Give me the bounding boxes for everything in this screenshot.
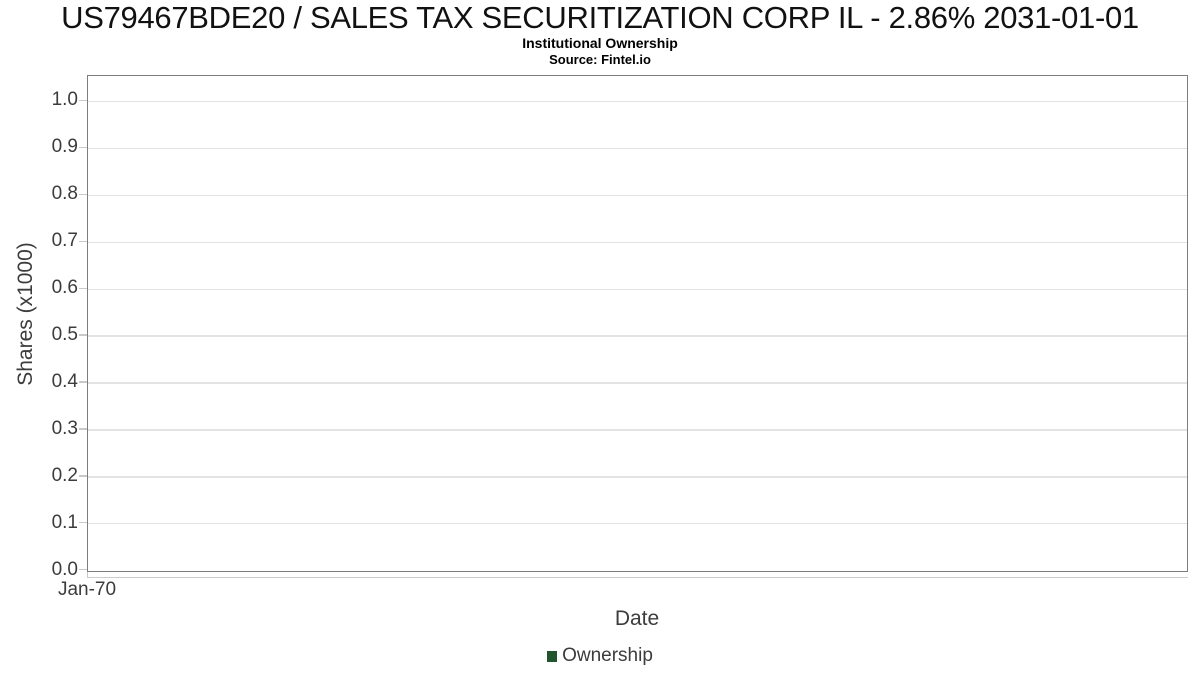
gridline-y-0.7 [88,241,1187,243]
chart-subtitle: Institutional Ownership [522,35,678,51]
y-tick-label-0.6: 0.6 [51,277,78,299]
x-axis-line [87,577,1188,579]
legend-item-ownership[interactable]: Ownership [547,645,653,667]
y-tick-label-0.7: 0.7 [51,230,78,252]
y-tick-mark-1.0 [79,99,87,102]
legend-label: Ownership [562,645,653,666]
gridline-y-0.4 [88,382,1187,384]
y-tick-mark-0.5 [79,334,87,336]
y-tick-mark-0.0 [79,569,87,571]
gridline-y-0.8 [88,194,1187,197]
y-tick-label-0.1: 0.1 [51,511,78,533]
gridline-y-0.5 [88,335,1187,337]
y-tick-mark-0.2 [79,475,87,477]
y-tick-label-0.9: 0.9 [51,136,78,158]
y-tick-mark-0.7 [79,240,87,242]
y-tick-label-0.8: 0.8 [51,183,78,205]
gridline-y-0.6 [88,288,1187,290]
gridline-y-0.1 [88,523,1187,525]
x-axis-label: Date [614,607,660,630]
gridline-y-0.9 [88,147,1187,150]
gridline-y-0.2 [88,476,1187,478]
y-tick-label-0.3: 0.3 [51,417,78,439]
y-tick-label-0.0: 0.0 [51,558,78,580]
y-tick-label-0.5: 0.5 [51,323,78,345]
y-tick-mark-0.3 [79,428,87,430]
legend: Ownership [0,645,1200,667]
y-tick-label-0.2: 0.2 [51,464,78,486]
x-tick-label: Jan-70 [57,579,117,600]
y-tick-mark-0.9 [79,146,87,149]
chart-title: US79467BDE20 / SALES TAX SECURITIZATION … [61,0,1139,35]
y-axis-label: Shares (x1000) [14,242,37,386]
plot-area [87,75,1188,572]
gridline-y-1.0 [88,100,1187,103]
y-tick-mark-0.4 [79,381,87,383]
chart-source: Source: Fintel.io [549,52,651,67]
y-tick-mark-0.1 [79,522,87,524]
gridline-y-0.3 [88,429,1187,431]
y-tick-label-0.4: 0.4 [51,370,78,392]
y-tick-mark-0.6 [79,287,87,289]
x-tick-mark [87,572,89,578]
legend-marker-icon [547,650,558,662]
y-tick-label-1.0: 1.0 [51,89,78,111]
y-tick-mark-0.8 [79,193,87,196]
